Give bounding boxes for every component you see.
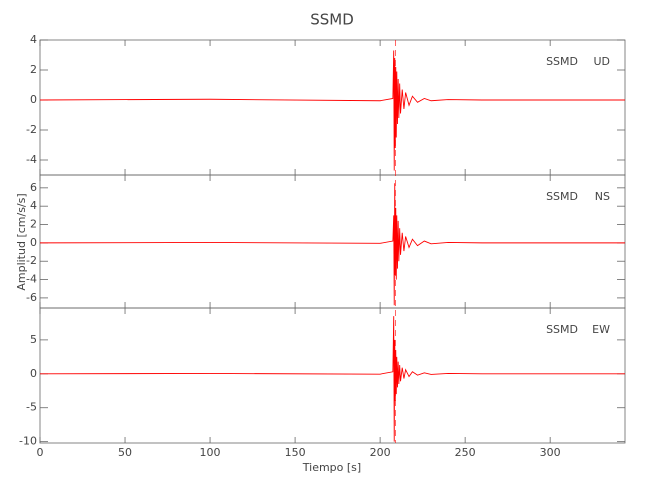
- y-tick-label: 4: [30, 33, 37, 46]
- x-tick-label: 50: [118, 446, 132, 459]
- y-tick-label: 6: [30, 181, 37, 194]
- x-axis-label: Tiempo [s]: [302, 461, 361, 474]
- y-tick-label: 2: [30, 218, 37, 231]
- y-tick-label: -6: [26, 291, 37, 304]
- y-tick-label: -4: [26, 273, 37, 286]
- x-tick-label: 150: [285, 446, 306, 459]
- panel-station: SSMD: [546, 190, 578, 203]
- waveform: [39, 316, 625, 442]
- y-tick-label: 2: [30, 63, 37, 76]
- panel-component: EW: [592, 323, 610, 336]
- y-tick-label: 4: [30, 199, 37, 212]
- y-tick-label: -10: [19, 435, 37, 448]
- waveform: [39, 50, 625, 171]
- y-tick-label: -2: [26, 123, 37, 136]
- y-tick-label: -2: [26, 254, 37, 267]
- y-tick-label: 5: [30, 333, 37, 346]
- y-tick-label: -5: [26, 401, 37, 414]
- panel-station: SSMD: [546, 55, 578, 68]
- chart-title: SSMD: [310, 11, 354, 29]
- x-tick-label: 200: [370, 446, 391, 459]
- y-tick-label: 0: [30, 367, 37, 380]
- x-tick-label: 0: [37, 446, 44, 459]
- panel-component: UD: [593, 55, 610, 68]
- y-tick-label: 0: [30, 236, 37, 249]
- panel-station: SSMD: [546, 323, 578, 336]
- x-tick-label: 250: [455, 446, 476, 459]
- y-axis-label: Amplitud [cm/s/s]: [15, 193, 28, 290]
- waveform: [39, 183, 625, 306]
- x-tick-label: 300: [540, 446, 561, 459]
- panel-frame: [39, 307, 626, 444]
- x-tick-label: 100: [200, 446, 221, 459]
- y-tick-label: -4: [26, 153, 37, 166]
- y-tick-label: 0: [30, 93, 37, 106]
- panel-component: NS: [595, 190, 610, 203]
